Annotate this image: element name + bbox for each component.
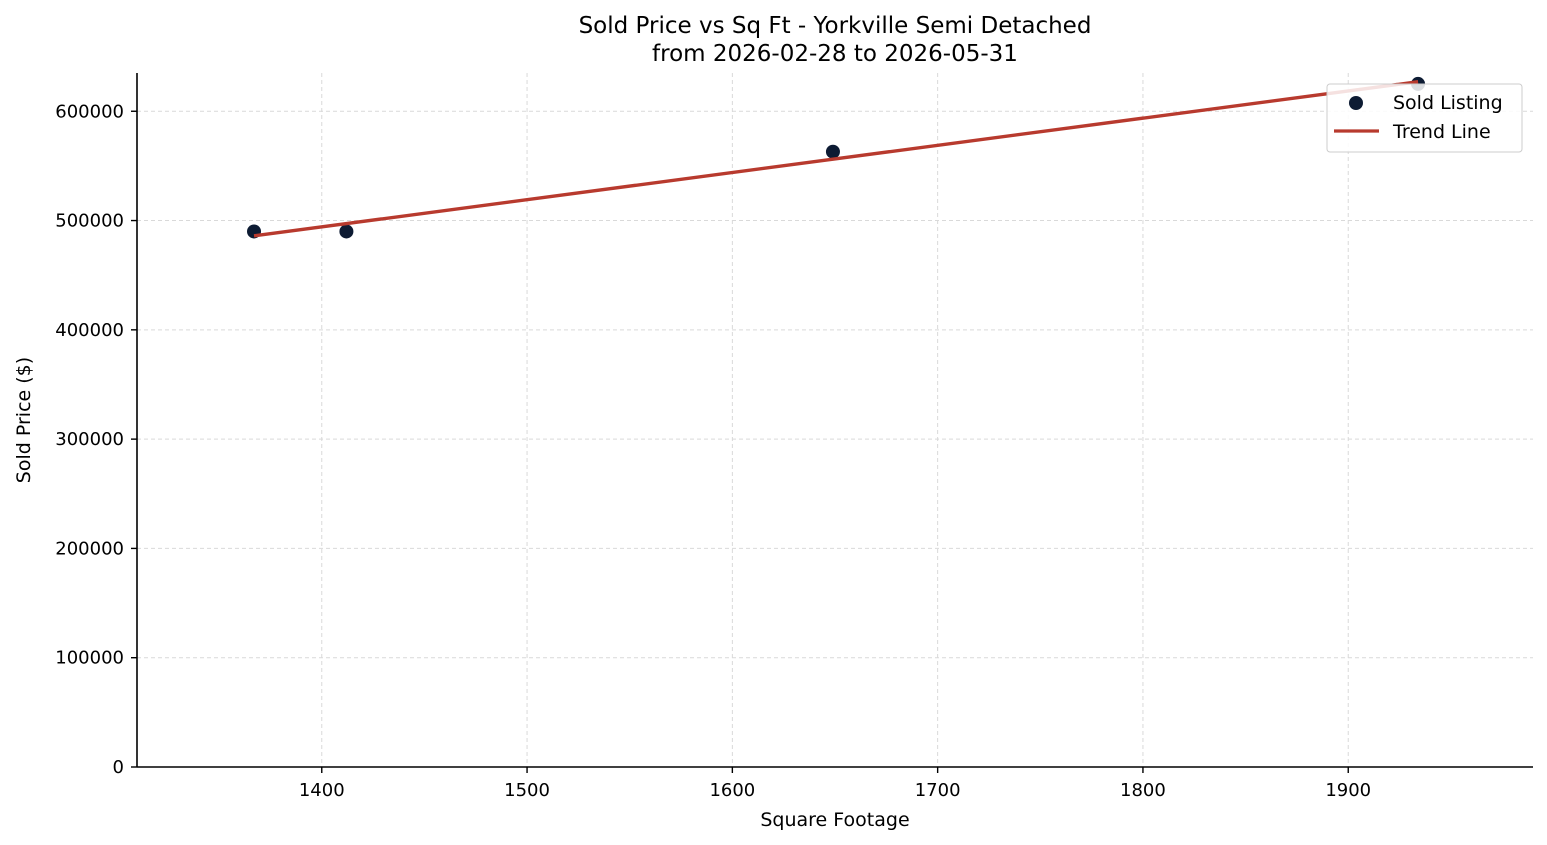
x-tick-label-1500: 1500: [504, 780, 550, 801]
y-tick-label-600000: 600000: [55, 101, 124, 122]
y-tick-label-400000: 400000: [55, 320, 124, 341]
legend-marker-sold-listing: [1349, 96, 1363, 110]
x-tick-label-1900: 1900: [1325, 780, 1371, 801]
data-point-sold-listing-2: [825, 144, 840, 159]
x-tick-label-1700: 1700: [915, 780, 961, 801]
legend-box: [1326, 83, 1523, 153]
y-axis-label: Sold Price ($): [13, 357, 35, 483]
y-tick-label-200000: 200000: [55, 538, 124, 559]
y-tick-label-300000: 300000: [55, 429, 124, 450]
tick-labels: 1400 1500 1600 1700 1800 1900 0 100000 200000 300…: [55, 101, 1371, 801]
axes: [131, 73, 1533, 773]
chart-subtitle: from 2026-02-28 to 2026-05-31: [652, 41, 1018, 67]
series-layer: [247, 76, 1426, 239]
chart-title-line1: Sold Price vs Sq Ft - Yorkville Semi Det…: [579, 13, 1092, 39]
series-line-trend-line: [253, 80, 1419, 238]
y-tick-label-500000: 500000: [55, 211, 124, 232]
data-point-sold-listing-1: [339, 224, 354, 239]
x-tick-label-1600: 1600: [709, 780, 755, 801]
x-axis-label: Square Footage: [760, 809, 909, 831]
y-tick-label-0: 0: [113, 757, 124, 778]
grid-lines: [137, 73, 1533, 768]
x-tick-label-1400: 1400: [299, 780, 345, 801]
legend-label-trend-line: Trend Line: [1392, 121, 1491, 143]
legend: Sold Listing Trend Line: [1326, 83, 1523, 153]
chart-title: Sold Price vs Sq Ft - Yorkville Semi Det…: [579, 13, 1092, 67]
legend-label-sold-listing: Sold Listing: [1393, 92, 1503, 114]
x-tick-label-1800: 1800: [1120, 780, 1166, 801]
y-tick-label-100000: 100000: [55, 648, 124, 669]
